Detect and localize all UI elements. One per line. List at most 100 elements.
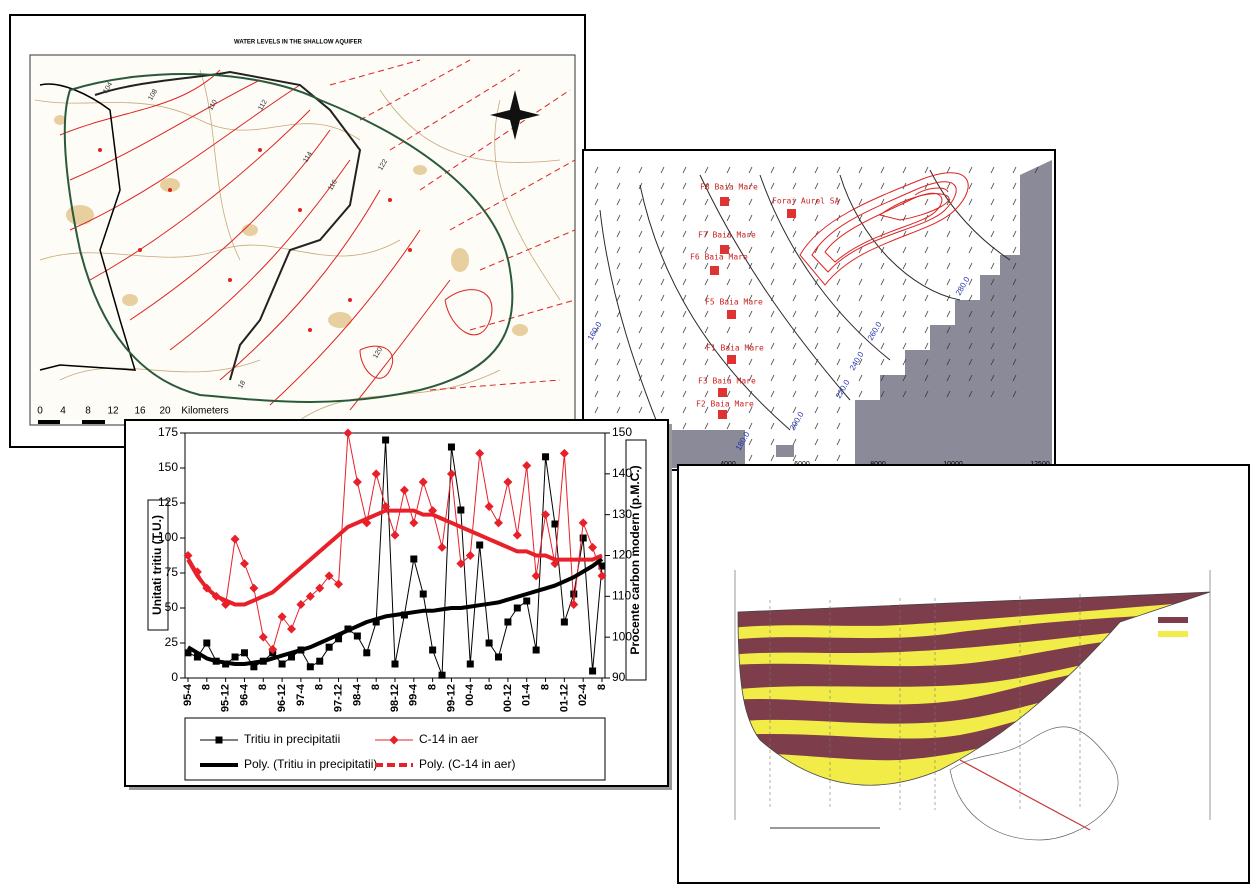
y-tick-label: 0 xyxy=(171,670,178,684)
marker xyxy=(467,661,474,668)
x-tick-label: 8 xyxy=(314,684,326,690)
x-tick-label: 01-4 xyxy=(521,683,533,706)
water-map-shape-shape xyxy=(348,298,352,302)
well-label: F3 Baia Mare xyxy=(698,377,756,386)
x-tick-label: 8 xyxy=(427,684,439,690)
marker xyxy=(410,556,417,563)
x-tick-label: 8 xyxy=(370,684,382,690)
y-tick-label: 175 xyxy=(158,425,178,439)
water-map-shape-shape xyxy=(298,208,302,212)
legend-label: Poly. (C-14 in aer) xyxy=(419,757,515,771)
well-label: F1 Baia Mare xyxy=(706,344,764,353)
x-tick-label: 98-4 xyxy=(351,683,363,706)
water-map-shape xyxy=(30,55,575,425)
water-map-shape-shape xyxy=(408,248,412,252)
grid-map-shape-shape xyxy=(787,209,796,218)
x-tick-label: 97-12 xyxy=(332,684,344,712)
x-tick-label: 97-4 xyxy=(295,683,307,706)
y2-tick-label: 150 xyxy=(612,425,632,439)
x-tick-label: 02-4 xyxy=(577,683,589,706)
marker xyxy=(429,647,436,654)
marker xyxy=(523,598,530,605)
water-map: WATER LEVELS IN THE SHALLOW AQUIFER 0481… xyxy=(10,15,585,447)
water-map-shape-shape xyxy=(138,248,142,252)
y2-tick-label: 130 xyxy=(612,507,632,521)
marker xyxy=(203,640,210,647)
y-tick-label: 50 xyxy=(165,600,179,614)
well-label: Foraj Aurel SA xyxy=(772,197,840,206)
marker xyxy=(392,661,399,668)
water-map-shape-shape xyxy=(228,278,232,282)
x-tick-label: 96-4 xyxy=(238,683,250,706)
marker xyxy=(476,542,483,549)
x-tick-label: 8 xyxy=(201,684,213,690)
water-map-shape xyxy=(60,420,82,424)
scale-label: 20 xyxy=(159,406,171,417)
y-tick-label: 25 xyxy=(165,635,179,649)
marker xyxy=(570,591,577,598)
grid-map-shape-shape xyxy=(718,410,727,419)
scale-label: Kilometers xyxy=(181,406,228,417)
scale-label: 0 xyxy=(37,406,43,417)
y-tick-label: 100 xyxy=(158,530,178,544)
x-tick-label: 99-4 xyxy=(408,683,420,706)
chart-panel-shape xyxy=(125,420,668,786)
x-tick-label: 95-4 xyxy=(182,683,194,706)
x-tick-label: 00-4 xyxy=(464,683,476,706)
marker xyxy=(561,619,568,626)
water-map-shape-shape xyxy=(388,198,392,202)
grid-map-shape-shape xyxy=(720,197,729,206)
marker xyxy=(354,633,361,640)
y2-tick-label: 100 xyxy=(612,629,632,643)
marker xyxy=(504,619,511,626)
y-tick-label: 150 xyxy=(158,460,178,474)
y2-tick-label: 120 xyxy=(612,548,632,562)
water-map-shape-shape xyxy=(512,324,528,336)
marker xyxy=(439,672,446,679)
x-tick-label: 8 xyxy=(483,684,495,690)
scale-label: 4 xyxy=(60,406,66,417)
y2-tick-label: 90 xyxy=(612,670,626,684)
water-map-shape-shape xyxy=(122,294,138,306)
grid-map-shape-shape xyxy=(727,355,736,364)
grid-map-shape xyxy=(586,152,886,164)
well-label: F2 Baia Mare xyxy=(696,400,754,409)
grid-map-shape-shape xyxy=(727,310,736,319)
y-tick-label: 75 xyxy=(165,565,179,579)
marker xyxy=(589,668,596,675)
cross-section-shape xyxy=(1158,617,1188,623)
legend-label: Tritiu in precipitatii xyxy=(244,732,340,746)
scale-label: 8 xyxy=(85,406,91,417)
water-map-shape-shape xyxy=(308,328,312,332)
x-tick-label: 8 xyxy=(596,684,608,690)
marker xyxy=(241,649,248,656)
legend-label: C-14 in aer xyxy=(419,732,478,746)
marker xyxy=(216,737,223,744)
y-tick-label: 125 xyxy=(158,495,178,509)
marker xyxy=(514,605,521,612)
water-map-shape-shape xyxy=(66,205,94,225)
marker xyxy=(316,658,323,665)
x-tick-label: 8 xyxy=(539,684,551,690)
x-tick-label: 98-12 xyxy=(389,684,401,712)
scale-label: 12 xyxy=(107,406,119,417)
water-map-shape xyxy=(105,420,127,424)
x-tick-label: 99-12 xyxy=(445,684,457,712)
y2-tick-label: 140 xyxy=(612,466,632,480)
water-map-shape-shape xyxy=(451,248,469,272)
marker xyxy=(363,649,370,656)
water-map-shape-shape xyxy=(168,188,172,192)
marker xyxy=(382,437,389,444)
marker xyxy=(551,521,558,528)
water-map-shape-shape xyxy=(258,148,262,152)
water-map-shape-shape xyxy=(328,312,352,328)
cross-section xyxy=(678,465,1249,883)
legend-label: Poly. (Tritiu in precipitatii) xyxy=(244,757,377,771)
marker xyxy=(495,654,502,661)
well-label: F7 Baia Mare xyxy=(698,231,756,240)
marker xyxy=(533,647,540,654)
marker xyxy=(457,507,464,514)
marker xyxy=(542,453,549,460)
grid-map-shape xyxy=(776,445,794,457)
scale-label: 16 xyxy=(134,406,146,417)
